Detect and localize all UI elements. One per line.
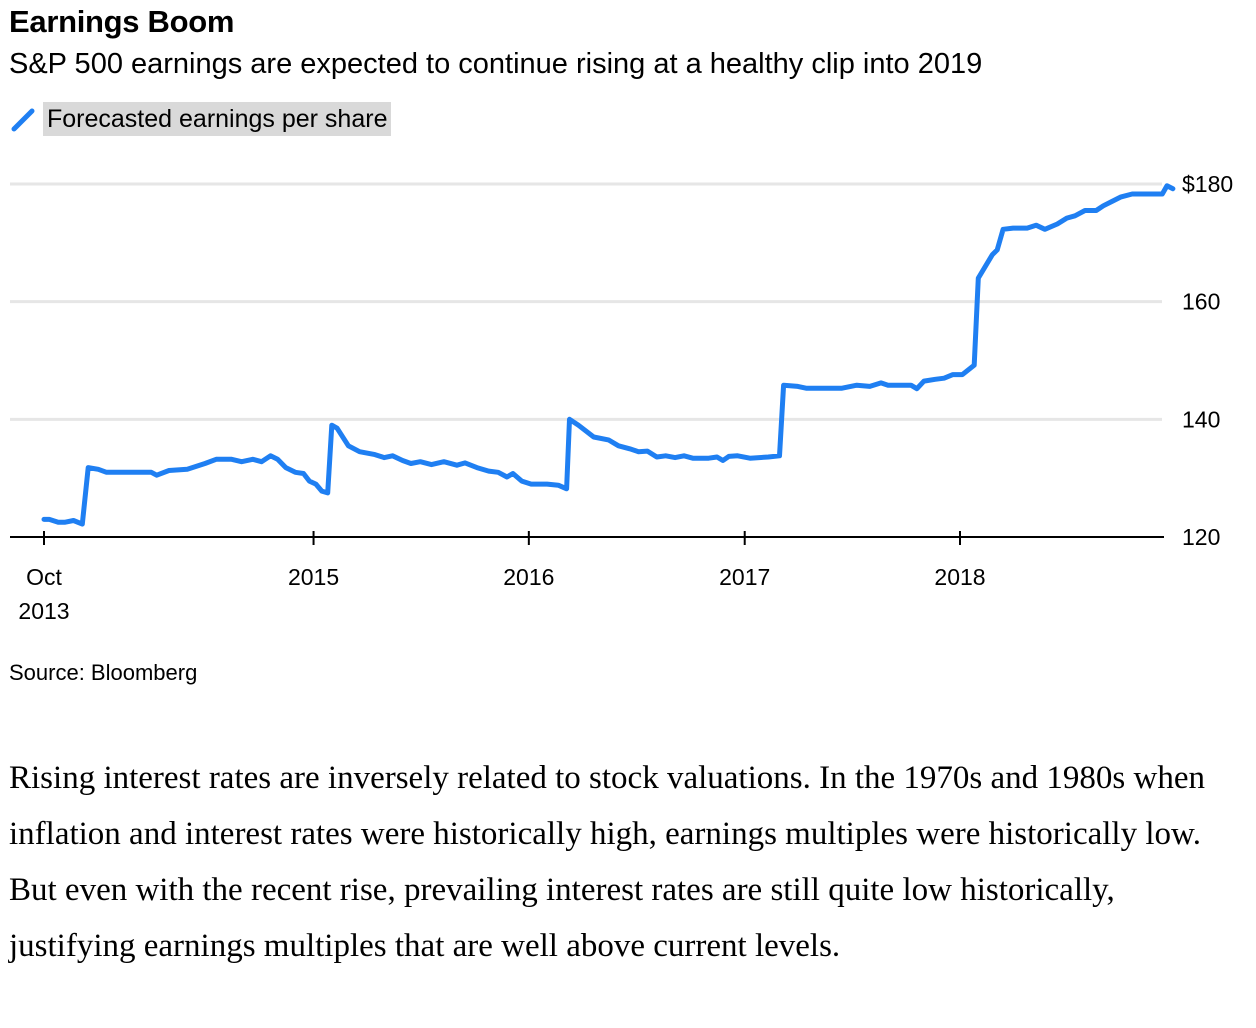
chart: 120 140 160 $180 Oct 2013 2015 2016 2017 2018 <box>10 171 1233 624</box>
x-tick-label-1-0: 2015 <box>288 564 339 590</box>
grid <box>10 182 1162 421</box>
x-tick-label-4-0: 2018 <box>934 564 985 590</box>
x-axis <box>10 531 1164 545</box>
legend-line-icon <box>9 102 39 136</box>
y-tick-label-180: $180 <box>1182 171 1233 197</box>
y-tick-label-140: 140 <box>1182 406 1220 432</box>
legend-label: Forecasted earnings per share <box>43 102 392 136</box>
x-tick-label-0-0: Oct <box>26 564 62 590</box>
chart-title: Earnings Boom <box>9 4 235 39</box>
y-tick-label-160: 160 <box>1182 289 1220 315</box>
x-tick-labels: Oct 2013 2015 2016 2017 2018 <box>18 564 985 624</box>
x-tick-label-0-1: 2013 <box>18 598 69 624</box>
x-tick-label-2-0: 2016 <box>503 564 554 590</box>
y-tick-label-120: 120 <box>1182 524 1220 550</box>
x-tick-label-3-0: 2017 <box>719 564 770 590</box>
source-note: Source: Bloomberg <box>9 660 198 685</box>
legend: Forecasted earnings per share <box>9 102 392 136</box>
article-paragraph: Rising interest rates are inversely rela… <box>9 760 1205 964</box>
chart-subtitle: S&P 500 earnings are expected to continu… <box>9 48 983 80</box>
y-axis: 120 140 160 $180 <box>1182 171 1233 550</box>
series <box>41 183 1176 527</box>
series-line-0 <box>41 183 1176 527</box>
